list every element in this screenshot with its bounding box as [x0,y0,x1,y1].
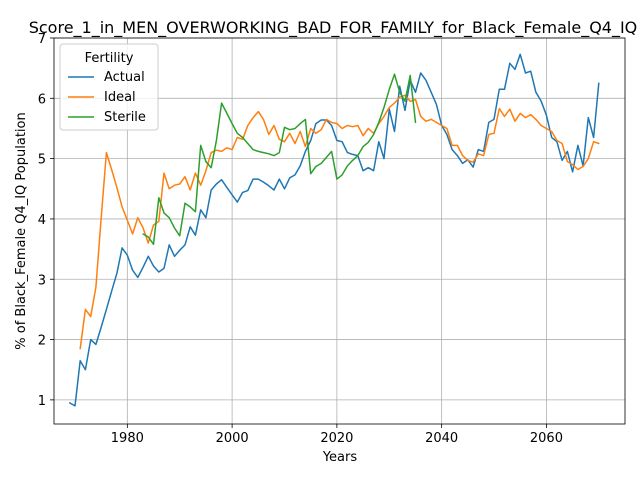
legend-box [59,43,159,131]
series-lines [68,53,600,407]
y-tick-label: 6 [38,92,46,107]
chart-title: Score_1_in_MEN_OVERWORKING_BAD_FOR_FAMIL… [29,18,638,38]
x-tick-label: 2000 [216,431,249,446]
x-axis-label: Years [322,450,358,465]
y-axis-label: % of Black_Female Q4_IQ Population [14,112,29,349]
y-tick-label: 2 [38,334,46,349]
y-tick-label: 7 [38,32,46,47]
legend-label-ideal: Ideal [104,90,136,105]
series-line-actual [68,53,600,407]
legend-label-actual: Actual [104,70,145,85]
x-tick-label: 2040 [425,431,458,446]
plot-frame [53,37,626,425]
x-tick-label: 2020 [320,431,353,446]
series-line-ideal [79,94,600,350]
y-tick-label: 4 [38,213,46,228]
grid-lines [54,37,625,424]
y-axis: 1 2 3 4 5 6 7 [38,32,54,409]
series-line-sterile [142,73,417,246]
y-tick-label: 1 [38,394,46,409]
x-tick-label: 2060 [530,431,563,446]
y-tick-label: 5 [38,153,46,168]
y-tick-label: 3 [38,273,46,288]
legend-label-sterile: Sterile [104,110,146,125]
legend-title: Fertility [85,51,134,66]
x-tick-label: 1980 [111,431,144,446]
legend: Fertility Actual Ideal Sterile [59,43,159,131]
x-axis: 1980 2000 2020 2040 2060 [111,424,563,446]
